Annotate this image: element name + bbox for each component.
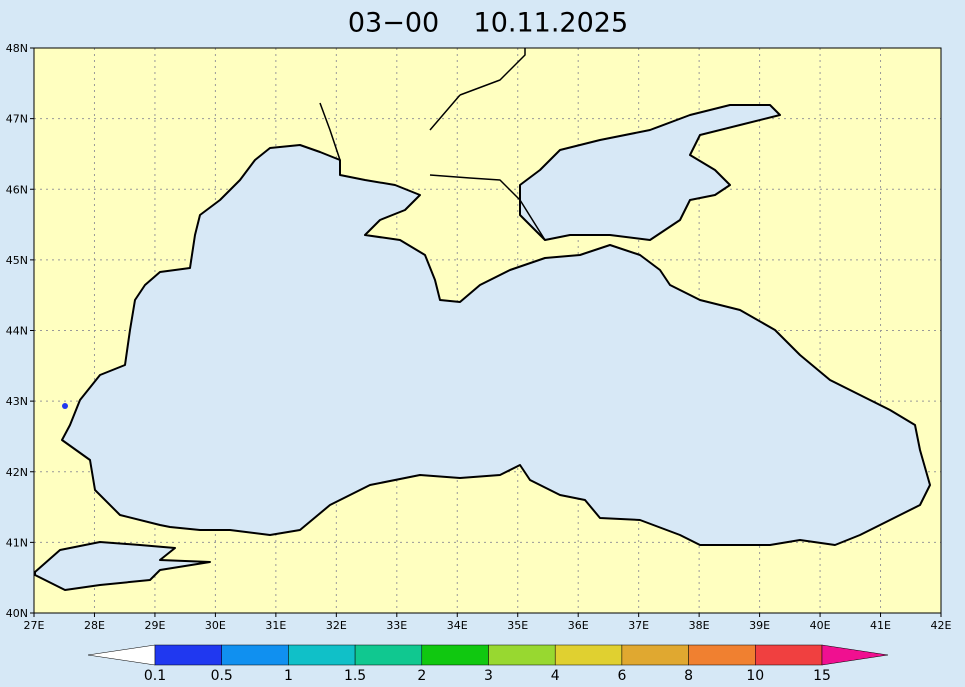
lon-tick-label: 42E — [931, 619, 952, 632]
colorbar-box — [755, 644, 823, 666]
black-sea — [61, 144, 931, 546]
lat-tick-label: 44N — [6, 325, 28, 338]
colorbar-box — [688, 644, 756, 666]
colorbar-box — [221, 644, 289, 666]
lon-tick-label: 27E — [24, 619, 45, 632]
lon-tick-label: 39E — [749, 619, 770, 632]
lat-tick-label: 43N — [6, 395, 28, 408]
colorbar-box — [354, 644, 423, 666]
colorbar-box — [288, 644, 356, 666]
seas — [34, 48, 931, 591]
lat-tick-label: 41N — [6, 536, 28, 549]
axis-labels: 27E 28E 29E 30E 31E 32E 33E 34E 35E 36E 37E 38E 39E 4… — [6, 42, 952, 632]
lon-tick-label: 41E — [870, 619, 891, 632]
colorbar-label: 4 — [551, 668, 560, 684]
colorbar-label: 3 — [484, 668, 493, 684]
coast-detail — [319, 48, 546, 241]
lon-tick-label: 31E — [265, 619, 286, 632]
colorbar: 0.1 0.5 1 1.5 2 3 4 6 8 10 15 — [87, 644, 889, 684]
colorbar-box — [154, 644, 222, 666]
lat-tick-label: 46N — [6, 183, 28, 196]
precip-spot — [62, 403, 68, 409]
sea-of-marmara — [34, 541, 211, 591]
colorbar-box — [488, 644, 556, 666]
lon-tick-label: 28E — [84, 619, 105, 632]
lon-tick-label: 38E — [689, 619, 710, 632]
lon-tick-label: 35E — [507, 619, 528, 632]
lon-tick-label: 33E — [386, 619, 407, 632]
lat-tick-label: 45N — [6, 254, 28, 267]
lat-tick-label: 48N — [6, 42, 28, 55]
lat-tick-label: 47N — [6, 113, 28, 126]
colorbar-label: 1 — [284, 668, 293, 684]
colorbar-label: 2 — [417, 668, 426, 684]
colorbar-label: 1.5 — [344, 668, 366, 684]
lon-tick-label: 30E — [205, 619, 226, 632]
lon-tick-label: 34E — [447, 619, 468, 632]
lon-tick-label: 36E — [568, 619, 589, 632]
colorbar-box — [554, 644, 623, 666]
sea-of-azov — [519, 104, 781, 241]
colorbar-label: 0.1 — [144, 668, 166, 684]
colorbar-label: 8 — [684, 668, 693, 684]
map-title: 03−00 10.11.2025 — [348, 8, 628, 39]
colorbar-over — [821, 644, 889, 666]
colorbar-under — [87, 644, 156, 666]
lon-tick-label: 32E — [326, 619, 347, 632]
lon-tick-label: 40E — [810, 619, 831, 632]
colorbar-box — [621, 644, 689, 666]
lon-tick-label: 37E — [628, 619, 649, 632]
lat-tick-label: 42N — [6, 466, 28, 479]
colorbar-label: 0.5 — [211, 668, 233, 684]
colorbar-box — [421, 644, 489, 666]
colorbar-label: 15 — [813, 668, 831, 684]
lon-tick-label: 29E — [144, 619, 165, 632]
colorbar-label: 10 — [746, 668, 764, 684]
lat-tick-label: 40N — [6, 607, 28, 620]
colorbar-label: 6 — [617, 668, 626, 684]
